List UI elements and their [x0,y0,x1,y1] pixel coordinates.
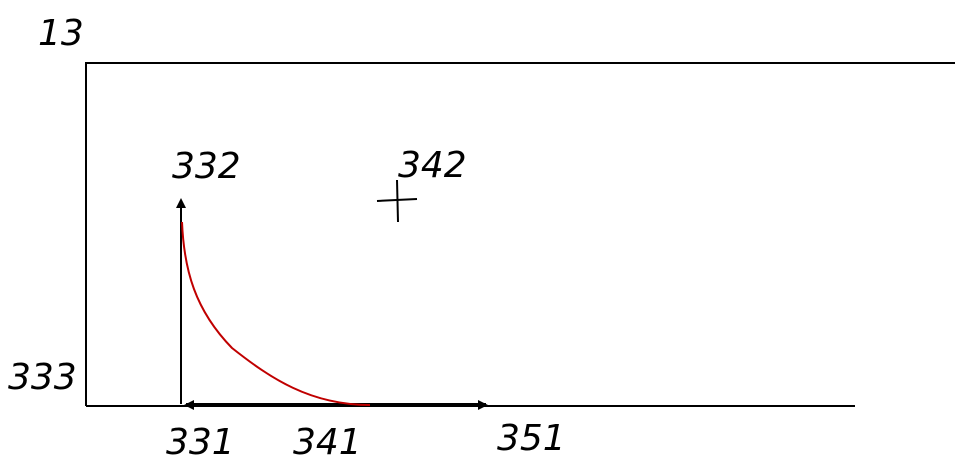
frame-outline [85,62,955,406]
horizontal-arrow-label: 351 [497,418,566,459]
vertical-arrow-label: 332 [172,146,241,187]
origin-label: 331 [166,422,235,460]
curve-end-label: 341 [293,422,362,460]
cross-mark-label: 342 [398,145,467,186]
baseline-label: 333 [8,357,77,398]
figure-label: 13 [38,13,84,54]
cross-mark [376,179,418,223]
decay-curve [181,221,371,406]
